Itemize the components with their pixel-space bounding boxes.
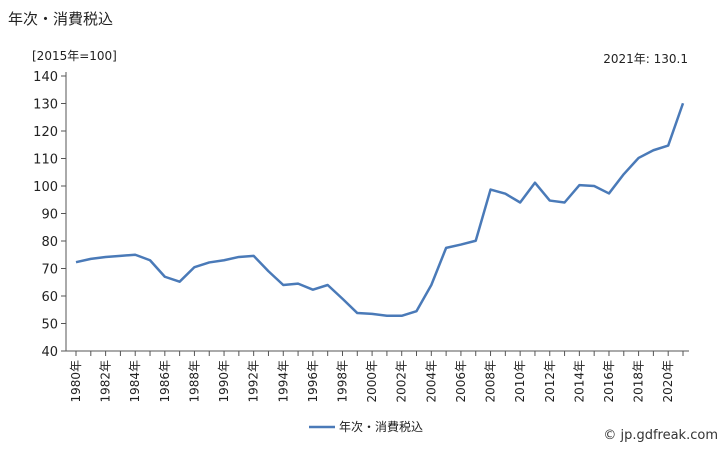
- x-tick-label: 2020年: [661, 360, 675, 403]
- x-tick-label: 2008年: [484, 360, 498, 403]
- y-tick-label: 130: [33, 98, 58, 113]
- legend-label: 年次・消費税込: [339, 419, 423, 434]
- y-tick-label: 140: [33, 70, 58, 85]
- y-tick-label: 80: [41, 235, 58, 250]
- x-tick-label: 2010年: [513, 360, 527, 403]
- chart-axes: [65, 72, 689, 352]
- x-tick-label: 1992年: [247, 360, 261, 403]
- y-tick-label: 60: [41, 290, 58, 305]
- x-tick-label: 1996年: [306, 360, 320, 403]
- x-tick-label: 1986年: [158, 360, 172, 403]
- unit-label: [2015年=100]: [32, 49, 117, 63]
- chart-title: 年次・消費税込: [8, 10, 114, 28]
- y-tick-label: 40: [41, 345, 58, 360]
- y-tick-label: 120: [33, 125, 58, 140]
- x-tick-label: 1990年: [217, 360, 231, 403]
- y-tick-label: 70: [41, 263, 58, 278]
- series-line: [75, 102, 685, 318]
- x-axis-ticks: 1980年 1982年 1984年 1986年 1988年 1990年 1992年 1994年…: [69, 351, 684, 403]
- x-tick-label: 1982年: [99, 360, 113, 403]
- x-tick-label: 2014年: [572, 360, 586, 403]
- x-tick-label: 1998年: [335, 360, 349, 403]
- y-tick-label: 90: [41, 208, 58, 223]
- legend: 年次・消費税込: [309, 419, 423, 434]
- x-tick-label: 2000年: [365, 360, 379, 403]
- x-tick-label: 2006年: [454, 360, 468, 403]
- x-tick-label: 1984年: [128, 360, 142, 403]
- x-tick-label: 2016年: [602, 360, 616, 403]
- source-credit: © jp.gdfreak.com: [603, 428, 718, 443]
- y-tick-label: 50: [41, 318, 58, 333]
- y-tick-label: 110: [33, 153, 58, 168]
- x-tick-label: 1988年: [187, 360, 201, 403]
- x-tick-label: 2002年: [395, 360, 409, 403]
- y-axis-ticks: 40 50 60 70 80 90 100 110 120 130 140: [33, 70, 66, 360]
- x-tick-label: 2004年: [424, 360, 438, 403]
- y-tick-label: 100: [33, 180, 58, 195]
- x-tick-label: 1980年: [69, 360, 83, 403]
- x-tick-label: 2012年: [543, 360, 557, 403]
- latest-value-note: 2021年: 130.1: [603, 52, 688, 66]
- x-tick-label: 1994年: [276, 360, 290, 403]
- x-tick-label: 2018年: [632, 360, 646, 403]
